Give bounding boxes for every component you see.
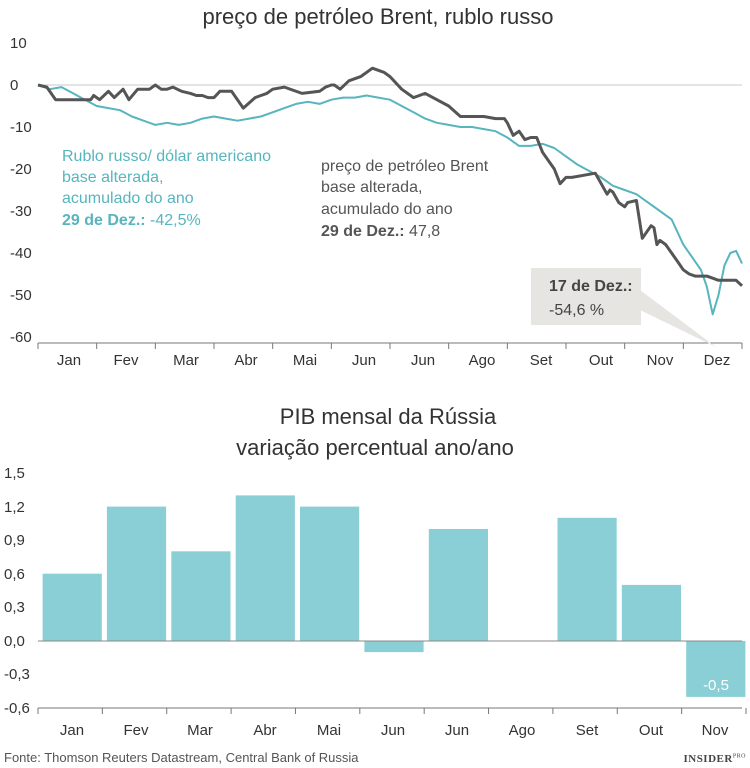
top-x-tick-label: Fev bbox=[113, 352, 139, 369]
brent-note-date: 29 de Dez.: bbox=[321, 223, 405, 240]
bar-jun-6 bbox=[428, 529, 488, 641]
bar-nov-10 bbox=[686, 640, 746, 697]
ruble-note-line: base alterada, bbox=[62, 169, 163, 186]
ruble-note-line: acumulado do ano bbox=[62, 190, 194, 207]
top-y-tick: 10 bbox=[10, 35, 27, 52]
bar-data-label: -0,5 bbox=[703, 677, 729, 694]
top-x-tick-label: Dez bbox=[704, 352, 731, 369]
bottom-x-tick-label: Jun bbox=[445, 722, 469, 739]
ruble-annotation: Rublo russo/ dólar americano base altera… bbox=[62, 148, 271, 229]
ruble-series-line bbox=[37, 84, 743, 316]
top-y-tick: -10 bbox=[10, 119, 32, 136]
top-x-ticks bbox=[37, 343, 743, 349]
bottom-y-axis-labels: 1,5 1,2 0,9 0,6 0,3 0,0 -0,3 -0,6 bbox=[4, 465, 30, 717]
ruble-note-line: Rublo russo/ dólar americano bbox=[62, 148, 271, 165]
brent-note-line: preço de petróleo Brent bbox=[321, 158, 489, 175]
bottom-x-tick-label: Mar bbox=[187, 722, 213, 739]
top-x-tick-label: Nov bbox=[647, 352, 674, 369]
source-note: Fonte: Thomson Reuters Datastream, Centr… bbox=[4, 750, 359, 765]
bar-set-8 bbox=[557, 517, 617, 641]
bottom-x-tick-label: Ago bbox=[509, 722, 536, 739]
bottom-x-tick-label: Out bbox=[639, 722, 664, 739]
bar-abr-3 bbox=[235, 495, 295, 641]
top-y-tick: -40 bbox=[10, 245, 32, 262]
callout-box bbox=[531, 268, 641, 325]
top-y-tick: -20 bbox=[10, 161, 32, 178]
top-x-tick-label: Ago bbox=[469, 352, 496, 369]
top-chart-title: preço de petróleo Brent, rublo russo bbox=[203, 4, 554, 29]
bottom-y-tick: 0,9 bbox=[4, 532, 25, 549]
bottom-x-ticks bbox=[37, 708, 747, 714]
brent-annotation: preço de petróleo Brent base alterada, a… bbox=[321, 158, 489, 240]
top-x-tick-label: Mai bbox=[293, 352, 317, 369]
bar-mar-2 bbox=[171, 551, 231, 641]
bottom-bars bbox=[42, 495, 746, 697]
ruble-note-date: 29 de Dez.: bbox=[62, 212, 146, 229]
bottom-x-tick-label: Set bbox=[576, 722, 599, 739]
bar-jun-5 bbox=[364, 640, 424, 653]
top-y-tick: -60 bbox=[10, 329, 32, 346]
ruble-note-value: 29 de Dez.: -42,5% bbox=[62, 212, 201, 229]
bottom-x-tick-label: Jun bbox=[381, 722, 405, 739]
bottom-y-tick: 1,5 bbox=[4, 465, 25, 482]
bar-jan-0 bbox=[42, 573, 102, 641]
bottom-y-tick: 1,2 bbox=[4, 499, 25, 516]
callout-pointer bbox=[640, 290, 716, 347]
callout-value: -54,6 % bbox=[549, 302, 604, 319]
bottom-y-tick: 0,0 bbox=[4, 633, 25, 650]
brent-note-value: 29 de Dez.: 47,8 bbox=[321, 223, 440, 240]
brand-name: INSIDER bbox=[683, 753, 733, 765]
callout-date: 17 de Dez.: bbox=[549, 278, 633, 295]
brent-series-line bbox=[37, 66, 744, 287]
top-x-tick-label: Abr bbox=[234, 352, 257, 369]
top-x-tick-label: Jan bbox=[57, 352, 81, 369]
bottom-x-tick-label: Fev bbox=[123, 722, 149, 739]
brand-sup: PRO bbox=[732, 753, 746, 760]
bottom-x-tick-label: Abr bbox=[253, 722, 276, 739]
top-x-axis-labels: Jan Fev Mar Abr Mai Jun Jun Ago Set Out … bbox=[57, 352, 730, 369]
bottom-chart-title-line1: PIB mensal da Rússia bbox=[280, 404, 497, 429]
bar-mai-4 bbox=[300, 506, 360, 641]
bottom-x-tick-label: Mai bbox=[317, 722, 341, 739]
bar-fev-1 bbox=[106, 506, 167, 641]
bottom-y-tick: -0,6 bbox=[4, 700, 30, 717]
bottom-chart-title-line2: variação percentual ano/ano bbox=[236, 435, 514, 460]
top-x-tick-label: Jun bbox=[411, 352, 435, 369]
min-callout: 17 de Dez.: -54,6 % bbox=[531, 268, 716, 347]
brent-note-line: acumulado do ano bbox=[321, 201, 453, 218]
top-y-tick: -50 bbox=[10, 287, 32, 304]
top-x-tick-label: Set bbox=[530, 352, 553, 369]
bottom-x-axis-labels: Jan Fev Mar Abr Mai Jun Jun Ago Set Out … bbox=[60, 722, 729, 739]
brent-note-line: base alterada, bbox=[321, 179, 422, 196]
bottom-y-tick: 0,6 bbox=[4, 566, 25, 583]
bottom-y-tick: -0,3 bbox=[4, 666, 30, 683]
top-x-tick-label: Mar bbox=[173, 352, 199, 369]
brand-logo: INSIDERPRO bbox=[683, 753, 746, 765]
top-x-tick-label: Out bbox=[589, 352, 614, 369]
bar-out-9 bbox=[621, 584, 681, 641]
top-y-axis-labels: 10 0 -10 -20 -30 -40 -50 -60 bbox=[10, 35, 32, 346]
top-x-tick-label: Jun bbox=[352, 352, 376, 369]
brent-note-number: 47,8 bbox=[405, 223, 441, 240]
top-y-tick: 0 bbox=[10, 77, 18, 94]
bottom-x-tick-label: Jan bbox=[60, 722, 84, 739]
bottom-y-tick: 0,3 bbox=[4, 599, 25, 616]
top-y-tick: -30 bbox=[10, 203, 32, 220]
bottom-x-tick-label: Nov bbox=[702, 722, 729, 739]
ruble-note-number: -42,5% bbox=[146, 212, 201, 229]
